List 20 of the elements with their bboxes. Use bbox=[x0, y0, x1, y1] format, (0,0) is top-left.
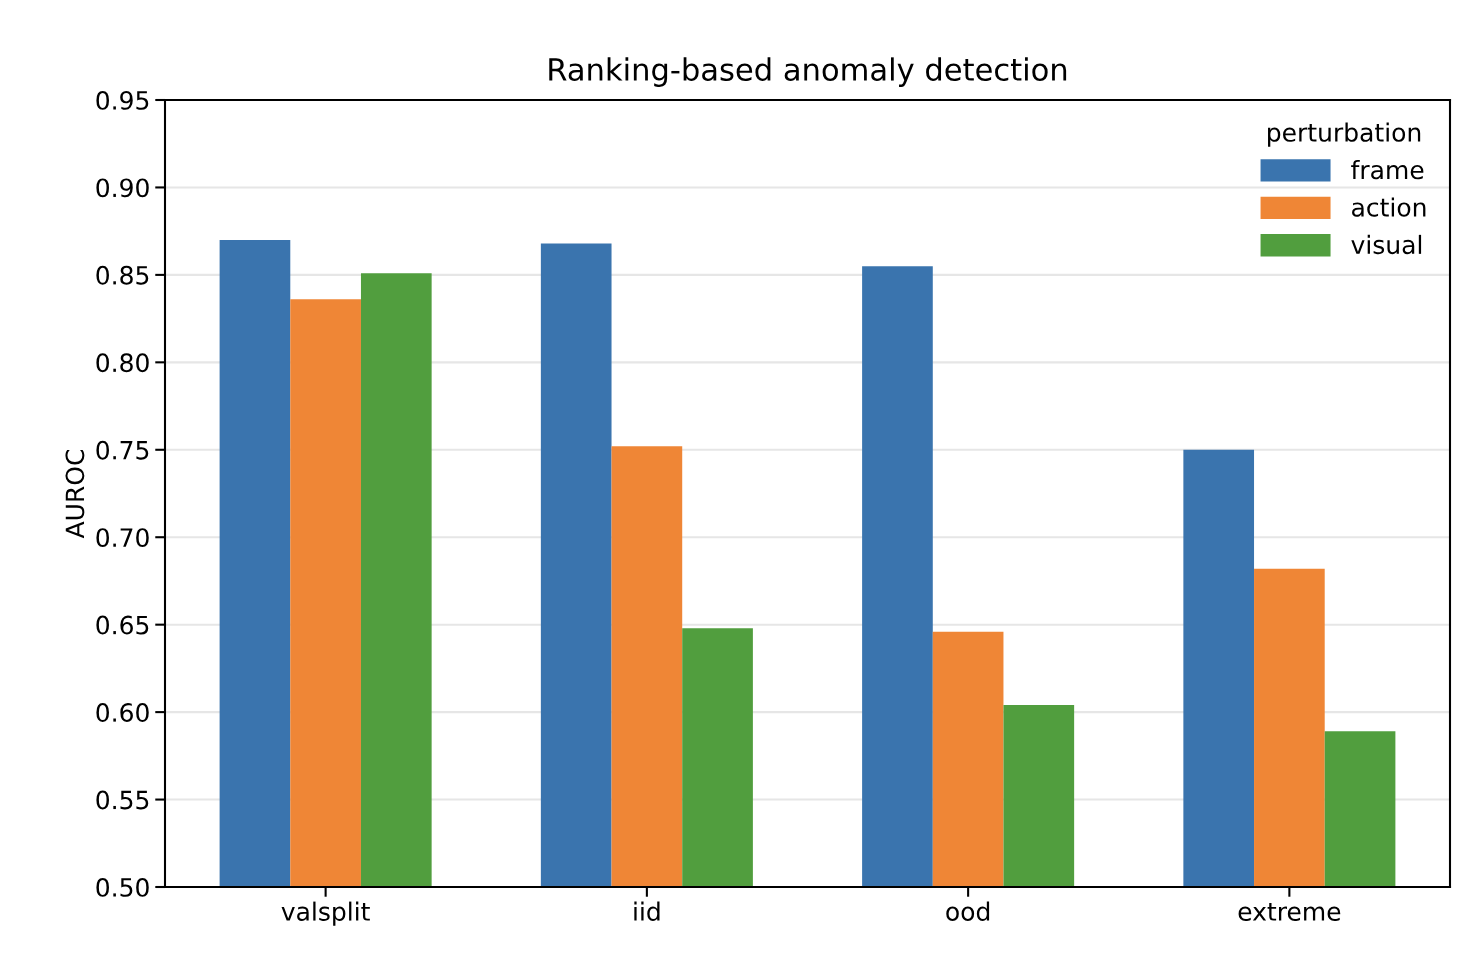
legend-title: perturbation bbox=[1268, 122, 1421, 147]
y-tick-label: 0.60 bbox=[96, 703, 149, 722]
x-tick-label: extreme bbox=[1238, 903, 1341, 921]
legend-label: visual bbox=[1351, 234, 1422, 255]
y-axis-title: AUROC bbox=[65, 449, 85, 539]
y-tick-label: 0.85 bbox=[96, 265, 149, 285]
y-tick-label: 0.50 bbox=[96, 877, 149, 897]
y-tick-label: 0.95 bbox=[96, 90, 149, 110]
x-tick-label: iid bbox=[634, 901, 660, 921]
x-tick-label: ood bbox=[946, 901, 990, 921]
legend-label: action bbox=[1352, 197, 1426, 217]
y-tick-label: 0.70 bbox=[96, 528, 149, 548]
y-tick-label: 0.75 bbox=[96, 440, 149, 460]
x-tick-label: valsplit bbox=[281, 901, 370, 926]
legend-label: frame bbox=[1351, 159, 1424, 180]
y-tick-label: 0.90 bbox=[96, 178, 149, 198]
chart-title: Ranking-based anomaly detection bbox=[549, 57, 1067, 87]
y-tick-label: 0.65 bbox=[96, 615, 149, 635]
y-tick-label: 0.80 bbox=[96, 353, 149, 373]
y-tick-label: 0.55 bbox=[96, 790, 149, 810]
